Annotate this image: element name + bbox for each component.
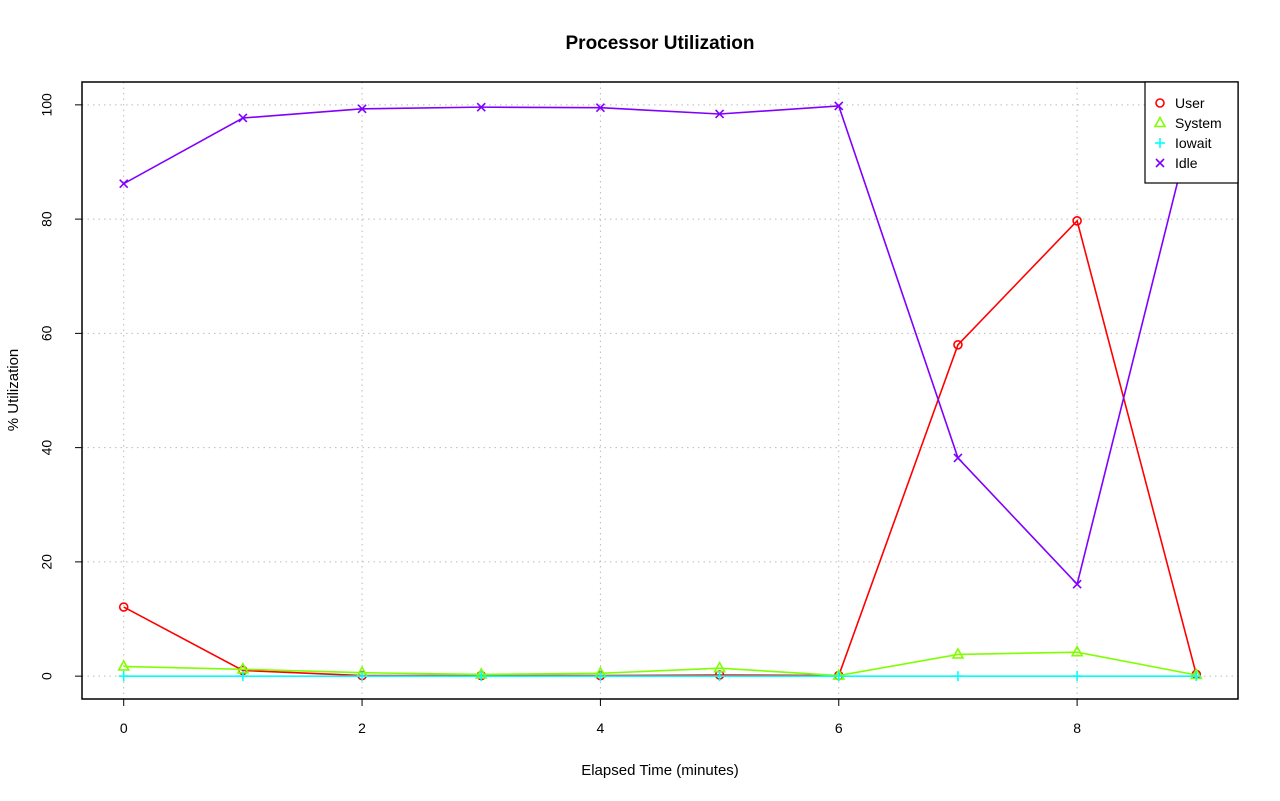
series-iowait-point-plus-marker (952, 671, 963, 682)
cross-b (953, 453, 963, 463)
series-system-point-triangle-marker (117, 659, 131, 671)
series-idle-point-cross-marker (953, 453, 963, 463)
series-iowait-point-plus-marker (833, 671, 844, 682)
triangle-mark (951, 647, 965, 659)
series-iowait-point-plus-marker (237, 671, 248, 682)
y-tick-label: 100 (39, 93, 55, 117)
series-idle-point-cross-marker (476, 102, 486, 112)
cross-b (715, 109, 725, 119)
x-tick-label: 8 (1073, 720, 1081, 736)
series-idle-point-cross-marker (357, 104, 367, 114)
circle-mark (1155, 98, 1165, 108)
y-tick-label: 0 (39, 672, 55, 680)
legend-iowait-plus-marker (1155, 138, 1165, 148)
series-iowait-point-plus-marker (357, 671, 368, 682)
series-user (118, 216, 1202, 681)
series-iowait-point-plus-marker (476, 671, 487, 682)
legend-label-system: System (1175, 115, 1222, 131)
x-tick-label: 0 (120, 720, 128, 736)
series-user-point-circle-marker (1072, 216, 1082, 226)
series-iowait-point-plus-marker (1072, 671, 1083, 682)
cross-b (1072, 579, 1082, 589)
cross-b (238, 113, 248, 123)
cross-b (1155, 158, 1165, 168)
triangle-mark (1070, 645, 1084, 657)
series-user-point-circle-marker (118, 602, 129, 612)
legend-system-triangle-marker (1153, 115, 1167, 128)
series-idle-point-cross-marker (834, 101, 844, 111)
series-idle-point-cross-marker (238, 113, 248, 123)
series-idle (119, 101, 1201, 589)
legend-label-user: User (1175, 95, 1205, 111)
cross-b (357, 104, 367, 114)
series-idle-point-cross-marker (715, 109, 725, 119)
series-iowait-point-plus-marker (1191, 671, 1202, 682)
series-iowait-point-plus-marker (714, 671, 725, 682)
series-user-line (123, 219, 1198, 677)
circle-mark (118, 602, 129, 612)
series-iowait-point-plus-marker (595, 671, 606, 682)
series-system-point-triangle-marker (951, 647, 965, 659)
series-system-line (123, 651, 1197, 677)
x-tick-label: 4 (597, 720, 605, 736)
series-idle-line (123, 105, 1198, 586)
x-tick-label: 6 (835, 720, 843, 736)
series-iowait-point-plus-marker (118, 671, 129, 682)
cross-b (834, 101, 844, 111)
triangle-mark (1153, 115, 1167, 128)
series-idle-point-cross-marker (595, 103, 605, 113)
y-tick-label: 40 (39, 440, 55, 456)
series-iowait (118, 671, 1202, 682)
series-idle-point-cross-marker (1072, 579, 1082, 589)
cross-b (595, 103, 605, 113)
legend-label-iowait: Iowait (1175, 135, 1212, 151)
legend-idle-cross-marker (1155, 158, 1165, 168)
series-system (117, 645, 1203, 680)
series-user-point-circle-marker (953, 339, 963, 350)
y-tick-label: 20 (39, 554, 55, 570)
series-idle-point-cross-marker (119, 179, 129, 189)
x-tick-label: 2 (358, 720, 366, 736)
legend-label-idle: Idle (1175, 155, 1198, 171)
y-tick-label: 60 (39, 325, 55, 341)
plot-frame (81, 81, 1239, 700)
cross-b (119, 179, 129, 189)
series-system-point-triangle-marker (1070, 645, 1084, 657)
legend: User System Iowait Idle (1144, 81, 1239, 184)
triangle-mark (117, 659, 131, 671)
y-axis-label: % Utilization (5, 349, 22, 432)
y-tick-label: 80 (39, 211, 55, 227)
legend-user-circle-marker (1155, 98, 1165, 108)
chart-title: Processor Utilization (566, 33, 755, 54)
cross-b (476, 102, 486, 112)
circle-mark (953, 339, 963, 350)
circle-mark (1072, 216, 1082, 226)
x-axis-label: Elapsed Time (minutes) (581, 762, 739, 779)
